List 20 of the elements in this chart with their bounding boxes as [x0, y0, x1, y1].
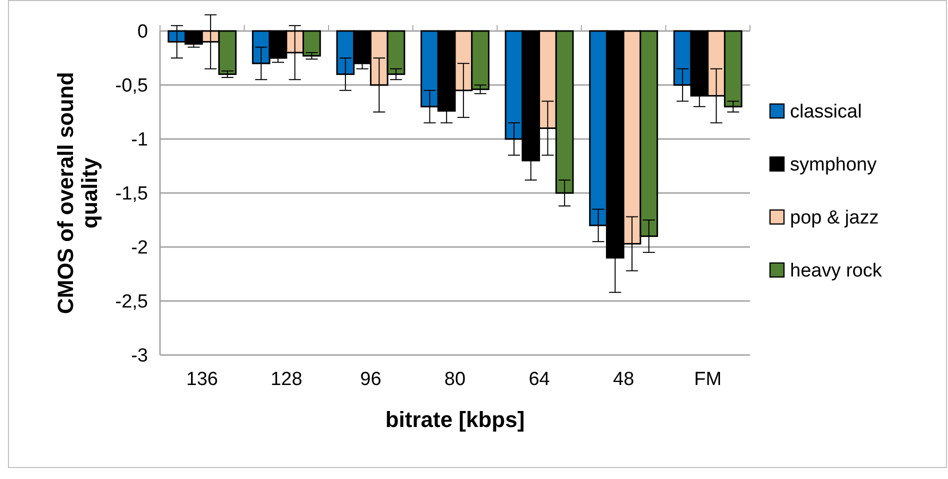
- legend-label: heavy rock: [790, 260, 882, 282]
- x-axis-title: bitrate [kbps]: [385, 407, 525, 432]
- x-tick-label: 96: [360, 369, 382, 390]
- y-tick-label: -0,5: [115, 76, 148, 97]
- y-tick-label: -2,5: [115, 292, 148, 313]
- x-tick-label: 80: [444, 369, 466, 390]
- x-tick-label: 128: [270, 369, 302, 390]
- y-tick-label: 0: [137, 22, 148, 43]
- x-tick-label: 136: [186, 369, 218, 390]
- y-tick-label: -3: [131, 346, 148, 367]
- x-tick-label: 64: [528, 369, 550, 390]
- y-axis-title: CMOS of overall sound quality: [52, 72, 102, 314]
- legend-label: symphony: [790, 154, 878, 176]
- legend-label: pop & jazz: [790, 208, 879, 229]
- y-tick-label: -2: [131, 238, 148, 259]
- x-tick-label: FM: [694, 369, 722, 390]
- x-tick-label: 48: [613, 369, 634, 390]
- legend-label: classical: [790, 102, 862, 123]
- y-tick-label: -1,5: [115, 184, 148, 205]
- y-tick-label: -1: [131, 130, 148, 151]
